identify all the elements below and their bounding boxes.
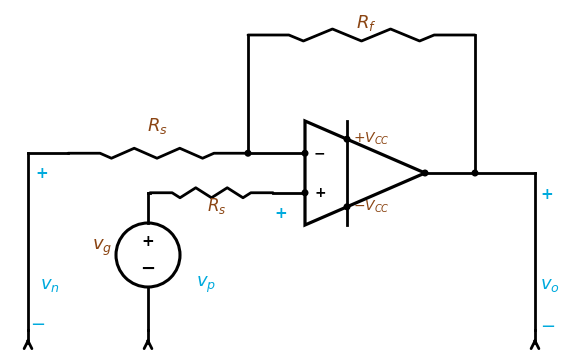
Text: $v_p$: $v_p$ [196,275,216,295]
Text: $R_f$: $R_f$ [356,13,377,33]
Text: $-V_{CC}$: $-V_{CC}$ [353,199,390,215]
Text: $v_o$: $v_o$ [540,276,560,294]
Text: −: − [30,316,45,334]
Text: +: + [274,206,288,221]
Text: $R_s$: $R_s$ [207,196,226,216]
Text: +: + [142,234,154,249]
Circle shape [302,151,308,156]
Circle shape [245,151,251,156]
Text: +: + [314,186,325,200]
Text: +: + [540,187,553,202]
Text: $R_s$: $R_s$ [146,116,168,136]
Circle shape [302,190,308,195]
Text: −: − [540,318,555,336]
Text: $+V_{CC}$: $+V_{CC}$ [353,131,390,147]
Circle shape [422,170,428,176]
Text: +: + [36,166,48,181]
Text: −: − [314,146,325,160]
Circle shape [344,136,350,142]
Text: $v_g$: $v_g$ [92,238,112,258]
Text: $v_n$: $v_n$ [40,276,60,294]
Text: −: − [141,260,156,277]
Circle shape [472,170,478,176]
Circle shape [344,204,350,210]
